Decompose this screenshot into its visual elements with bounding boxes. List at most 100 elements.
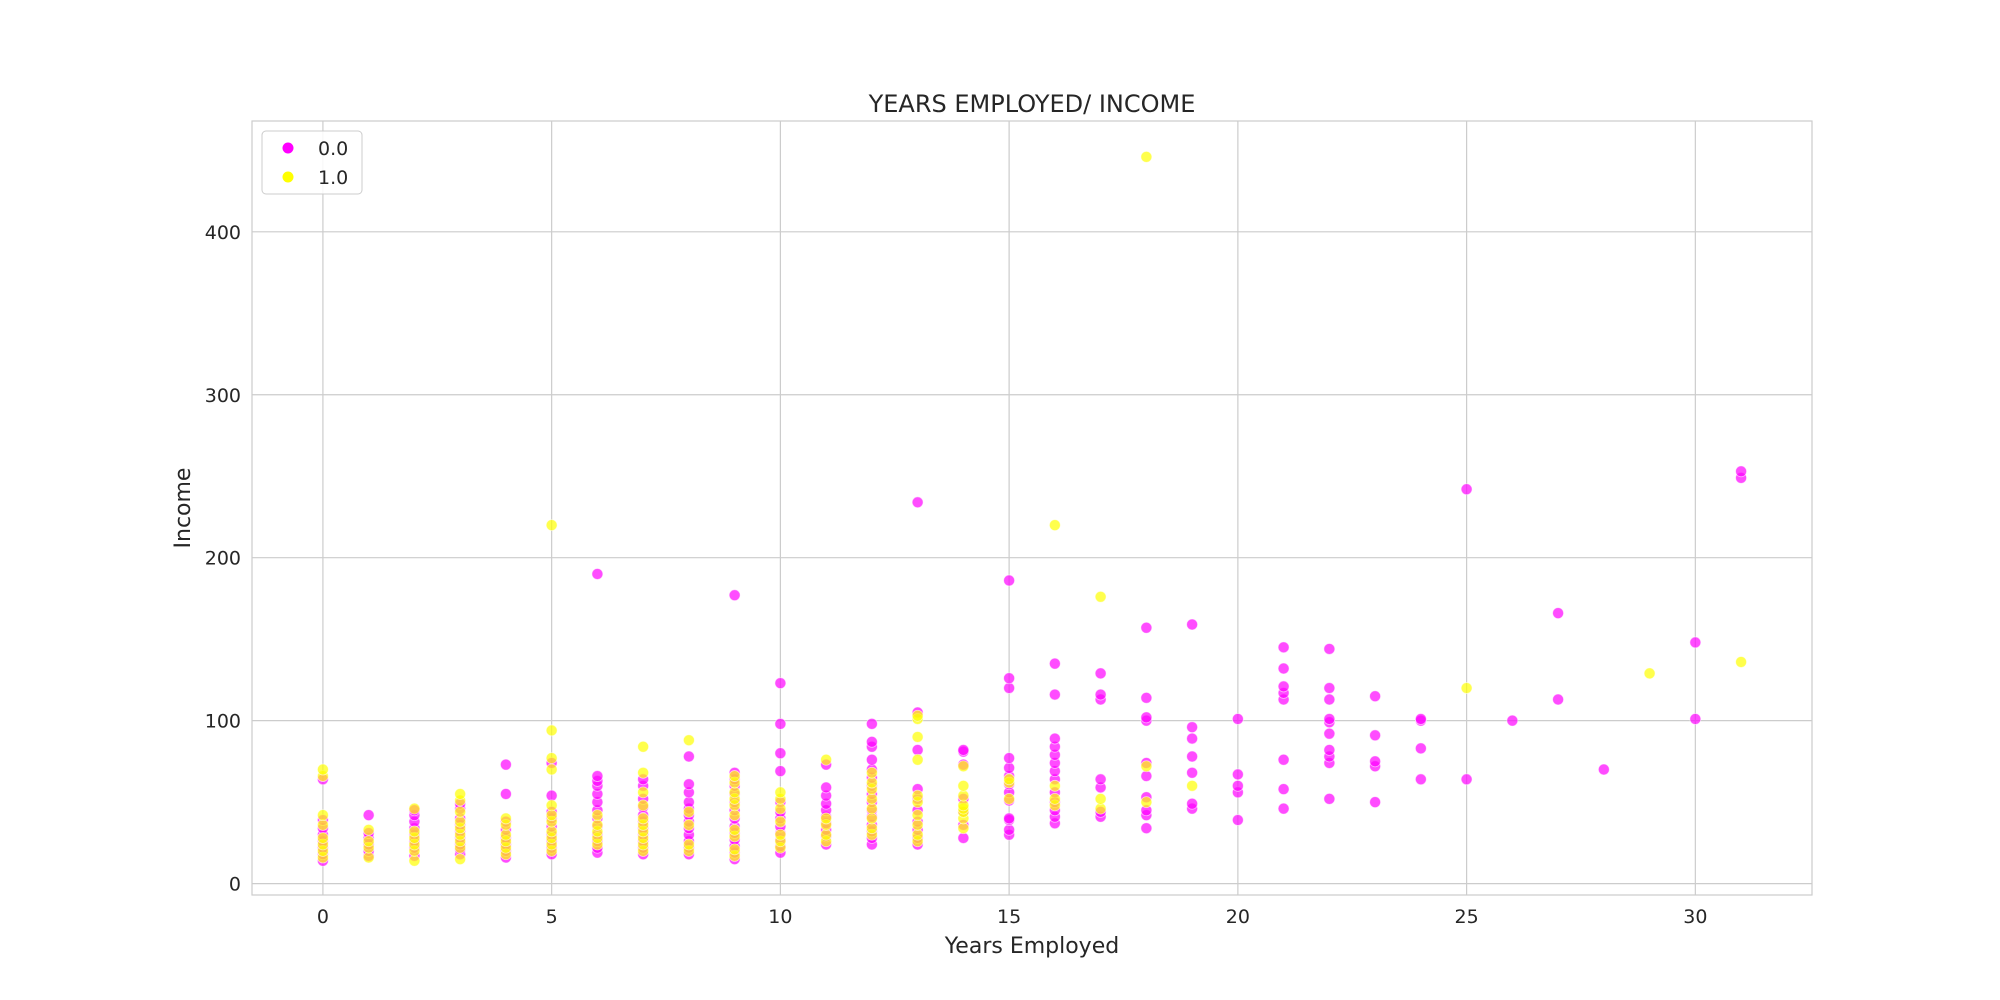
data-point bbox=[1414, 773, 1427, 786]
data-point bbox=[1003, 574, 1016, 587]
chart-title: YEARS EMPLOYED/ INCOME bbox=[868, 90, 1196, 118]
data-point bbox=[957, 799, 970, 812]
legend-marker-series-1 bbox=[282, 171, 294, 183]
plot-frame bbox=[251, 120, 1813, 896]
data-point bbox=[1094, 688, 1107, 701]
data-point bbox=[591, 568, 604, 580]
data-point bbox=[1231, 779, 1244, 792]
data-point bbox=[591, 809, 604, 822]
data-point bbox=[1323, 643, 1336, 655]
data-point bbox=[591, 770, 604, 782]
data-point bbox=[911, 819, 924, 831]
x-tick-label: 25 bbox=[1455, 906, 1479, 928]
data-point bbox=[774, 718, 787, 730]
data-point bbox=[682, 838, 695, 851]
data-point bbox=[317, 832, 329, 844]
data-point bbox=[957, 744, 970, 756]
data-point bbox=[637, 740, 650, 753]
data-point bbox=[1552, 693, 1564, 706]
data-point bbox=[865, 735, 878, 748]
data-point bbox=[362, 835, 375, 848]
data-point bbox=[1140, 760, 1153, 773]
data-point bbox=[1094, 773, 1107, 786]
data-point bbox=[1323, 713, 1336, 725]
data-point bbox=[820, 753, 833, 766]
data-point bbox=[957, 789, 970, 802]
data-point bbox=[545, 763, 558, 776]
data-point bbox=[682, 819, 695, 831]
data-point bbox=[1140, 621, 1153, 634]
data-point bbox=[820, 828, 833, 841]
data-point bbox=[682, 750, 695, 763]
data-point bbox=[1231, 814, 1244, 826]
data-point bbox=[637, 786, 650, 799]
y-tick-label: 300 bbox=[205, 385, 241, 407]
x-tick-label: 15 bbox=[997, 906, 1021, 928]
data-point bbox=[500, 788, 512, 800]
data-point bbox=[1323, 682, 1336, 694]
data-point bbox=[865, 792, 878, 805]
data-point bbox=[637, 799, 650, 812]
data-point bbox=[911, 731, 924, 743]
data-point bbox=[865, 766, 878, 779]
data-point bbox=[454, 815, 467, 828]
data-point bbox=[774, 765, 787, 778]
data-point bbox=[1048, 657, 1061, 670]
x-axis-label: Years Employed bbox=[944, 934, 1119, 959]
data-point bbox=[454, 853, 467, 866]
data-point bbox=[1186, 721, 1199, 734]
data-point bbox=[911, 828, 924, 841]
data-point bbox=[362, 823, 375, 836]
data-point bbox=[865, 802, 878, 815]
data-point bbox=[865, 718, 878, 730]
data-point bbox=[774, 828, 787, 841]
data-point bbox=[1323, 792, 1336, 805]
data-point bbox=[774, 802, 787, 815]
data-point bbox=[317, 819, 329, 831]
data-point bbox=[1323, 693, 1336, 706]
data-point bbox=[957, 822, 970, 835]
data-point bbox=[682, 805, 695, 818]
data-point bbox=[1140, 691, 1153, 704]
data-point bbox=[1735, 656, 1747, 668]
data-point bbox=[1048, 779, 1061, 792]
data-point bbox=[911, 709, 924, 722]
data-point bbox=[1094, 802, 1107, 815]
data-point bbox=[1140, 822, 1153, 835]
data-point bbox=[911, 809, 924, 822]
data-point bbox=[500, 812, 512, 825]
data-point bbox=[545, 825, 558, 838]
data-point bbox=[408, 825, 421, 838]
data-point bbox=[911, 753, 924, 766]
data-point bbox=[1552, 607, 1564, 620]
legend-label-series-1: 1.0 bbox=[318, 167, 348, 189]
data-point bbox=[1094, 792, 1107, 805]
data-point bbox=[1369, 755, 1382, 768]
data-point bbox=[1048, 519, 1061, 532]
data-point bbox=[1186, 779, 1199, 792]
data-point bbox=[1277, 662, 1290, 675]
data-point bbox=[1048, 792, 1061, 805]
data-point bbox=[957, 832, 970, 844]
data-point bbox=[728, 770, 741, 782]
data-point bbox=[1277, 641, 1290, 654]
data-point bbox=[1369, 796, 1382, 809]
data-point bbox=[1140, 711, 1153, 724]
data-point bbox=[1003, 752, 1016, 765]
data-point bbox=[500, 758, 512, 771]
data-point bbox=[1186, 766, 1199, 779]
data-point bbox=[1277, 680, 1290, 693]
data-point bbox=[682, 778, 695, 791]
data-point bbox=[1277, 753, 1290, 766]
data-point bbox=[454, 805, 467, 818]
data-point bbox=[957, 779, 970, 792]
data-point bbox=[545, 519, 558, 532]
x-tick-label: 5 bbox=[546, 906, 558, 928]
data-point bbox=[911, 496, 924, 509]
data-point bbox=[1094, 667, 1107, 680]
data-point bbox=[545, 752, 558, 765]
data-point bbox=[1186, 750, 1199, 763]
data-point bbox=[1186, 732, 1199, 745]
data-point bbox=[1048, 688, 1061, 701]
data-point bbox=[682, 734, 695, 747]
